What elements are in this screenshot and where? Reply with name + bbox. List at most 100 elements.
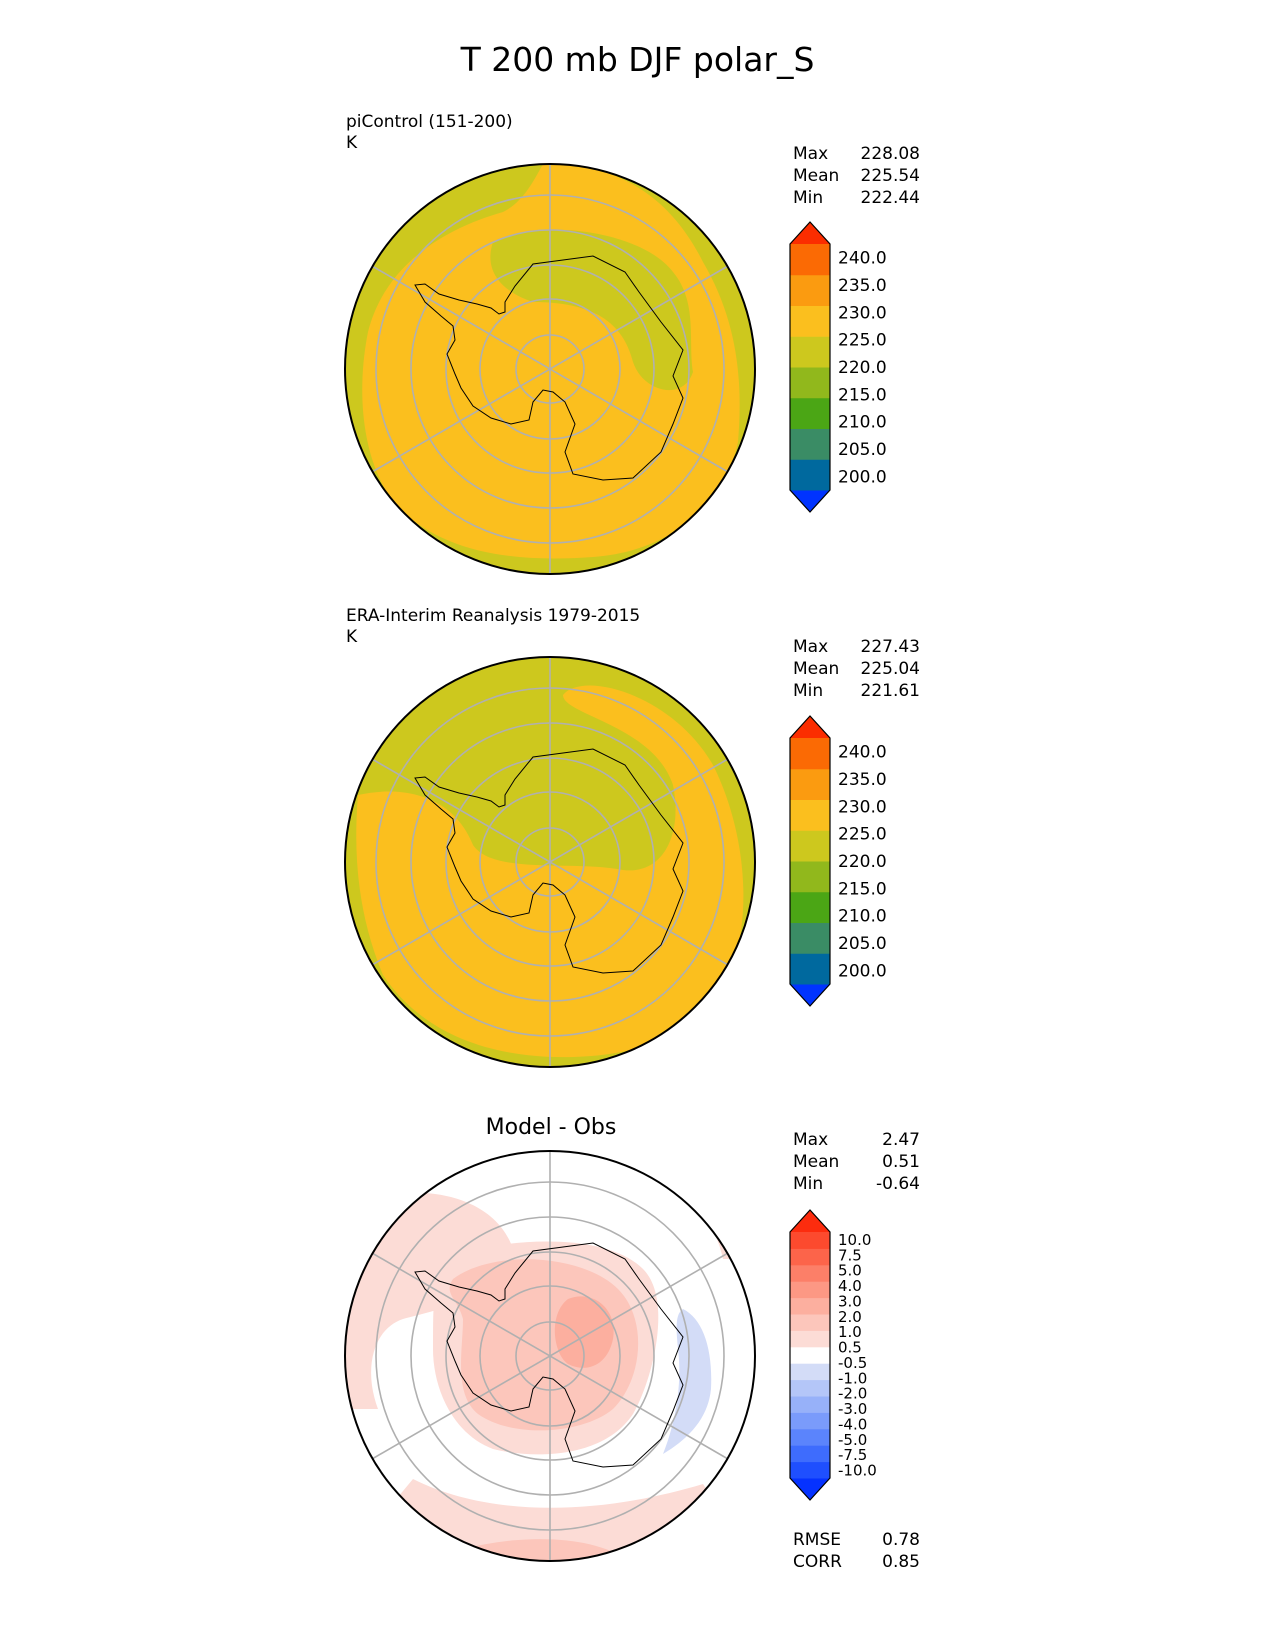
metric-label: CORR xyxy=(793,1552,842,1572)
colorbar-segment xyxy=(790,738,830,770)
panel2-title-block: ERA-Interim Reanalysis 1979-2015 K xyxy=(346,606,640,648)
panel1-stats: Max 228.08 Mean 225.54 Min 222.44 xyxy=(793,143,920,209)
colorbar-tick-label: -5.0 xyxy=(838,1431,867,1449)
colorbar-segment xyxy=(790,1297,830,1315)
antarctica-coastline xyxy=(414,255,684,481)
panel1-title-block: piControl (151-200) K xyxy=(346,112,513,154)
panel1-title: piControl (151-200) xyxy=(346,112,513,132)
colorbar-segment xyxy=(790,830,830,862)
map-field-pos-high xyxy=(554,1296,614,1368)
colorbar-tick-label: 230.0 xyxy=(838,303,887,323)
stat-value: 227.43 xyxy=(860,637,920,657)
map-border xyxy=(344,656,756,1068)
colorbar-segment xyxy=(790,1412,830,1430)
panel3-title: Model - Obs xyxy=(485,1115,617,1140)
colorbar-segment xyxy=(790,1346,830,1364)
colorbar-segment xyxy=(790,1330,830,1348)
stat-value: 0.51 xyxy=(882,1152,920,1172)
antarctica-coastline xyxy=(414,748,684,974)
colorbar-tick-label: 7.5 xyxy=(838,1246,862,1264)
colorbar-extend-max xyxy=(790,716,830,738)
colorbar-tick-label: 205.0 xyxy=(838,934,887,954)
colorbar-segment xyxy=(790,953,830,985)
colorbar-segment xyxy=(790,1264,830,1282)
colorbar-segment xyxy=(790,861,830,893)
stat-value: 2.47 xyxy=(882,1130,920,1150)
stat-label: Min xyxy=(793,188,824,208)
colorbar-extend-max xyxy=(790,222,830,244)
colorbar-tick-label: 220.0 xyxy=(838,358,887,378)
map-border xyxy=(344,1150,756,1562)
panel3-stats: Max 2.47 Mean 0.51 Min -0.64 xyxy=(793,1129,920,1195)
colorbar-tick-label: 235.0 xyxy=(838,276,887,296)
stat-value: 222.44 xyxy=(860,188,920,208)
colorbar-tick-label: 235.0 xyxy=(838,770,887,790)
panel2-title: ERA-Interim Reanalysis 1979-2015 xyxy=(346,606,641,626)
panel1-units: K xyxy=(346,133,358,153)
colorbar-segment xyxy=(790,1428,830,1446)
map-field-low-patch xyxy=(490,229,693,391)
colorbar-outline xyxy=(789,715,831,1007)
colorbar-tick-label: 240.0 xyxy=(838,743,887,763)
stat-label: Mean xyxy=(793,166,840,186)
colorbar-segment xyxy=(790,459,830,491)
colorbar-tick-label: 215.0 xyxy=(838,385,887,405)
colorbar-segment xyxy=(790,922,830,954)
colorbar-tick-label: 1.0 xyxy=(838,1323,862,1341)
colorbar-tick-label: 200.0 xyxy=(838,467,887,487)
colorbar-outline xyxy=(789,221,831,513)
stat-label: Min xyxy=(793,681,824,701)
metric-label: RMSE xyxy=(793,1530,842,1550)
colorbar-segment xyxy=(790,367,830,399)
stat-value: 225.04 xyxy=(860,659,920,679)
stat-label: Mean xyxy=(793,1152,840,1172)
colorbar-segment xyxy=(790,1281,830,1299)
colorbar-segment xyxy=(790,1248,830,1266)
colorbar-segment xyxy=(790,1461,830,1479)
colorbar-segment xyxy=(790,244,830,276)
colorbar-segment xyxy=(790,891,830,923)
colorbar-tick-label: 2.0 xyxy=(838,1308,862,1326)
colorbar-tick-label: -3.0 xyxy=(838,1400,867,1418)
colorbar-segment xyxy=(790,274,830,306)
metric-value: 0.85 xyxy=(882,1552,920,1572)
colorbar-segment xyxy=(790,799,830,831)
map-field-pos-small xyxy=(345,1192,514,1409)
map-graticule xyxy=(371,1151,729,1561)
colorbar-tick-label: -1.0 xyxy=(838,1369,867,1387)
colorbar-segment xyxy=(790,768,830,800)
colorbar-tick-label: 210.0 xyxy=(838,413,887,433)
colorbar-segment xyxy=(790,1314,830,1331)
colorbar-segment xyxy=(790,305,830,337)
colorbar-tick-label: 200.0 xyxy=(838,961,887,981)
colorbar-tick-label: 210.0 xyxy=(838,907,887,927)
colorbar-tick-label: -10.0 xyxy=(838,1462,877,1480)
map-border xyxy=(344,163,756,575)
stat-value: 228.08 xyxy=(860,144,920,164)
stat-label: Max xyxy=(793,144,829,164)
colorbar-extend-min xyxy=(790,1478,830,1500)
colorbar-segment xyxy=(790,336,830,368)
panel3-polar-map xyxy=(344,1150,756,1562)
colorbar-tick-label: 4.0 xyxy=(838,1277,862,1295)
colorbar-segment xyxy=(790,397,830,429)
colorbar-tick-label: -4.0 xyxy=(838,1415,867,1433)
colorbar-segment xyxy=(790,1445,830,1463)
stat-label: Max xyxy=(793,1130,829,1150)
stat-label: Mean xyxy=(793,659,840,679)
panel2-polar-map xyxy=(344,656,756,1068)
colorbar-tick-label: 220.0 xyxy=(838,852,887,872)
stat-value: 225.54 xyxy=(860,166,920,186)
metric-value: 0.78 xyxy=(882,1530,920,1550)
stat-value: -0.64 xyxy=(876,1174,920,1194)
colorbar-segment xyxy=(790,428,830,460)
colorbar-tick-label: 215.0 xyxy=(838,879,887,899)
panel2-units: K xyxy=(346,627,358,647)
colorbar-tick-label: 5.0 xyxy=(838,1262,862,1280)
colorbar-extend-min xyxy=(790,490,830,512)
colorbar-outline xyxy=(789,1209,831,1501)
panel2-stats: Max 227.43 Mean 225.04 Min 221.61 xyxy=(793,636,920,702)
colorbar-tick-label: 225.0 xyxy=(838,825,887,845)
colorbar-tick-label: 0.5 xyxy=(838,1339,862,1357)
colorbar-segment xyxy=(790,1363,830,1381)
